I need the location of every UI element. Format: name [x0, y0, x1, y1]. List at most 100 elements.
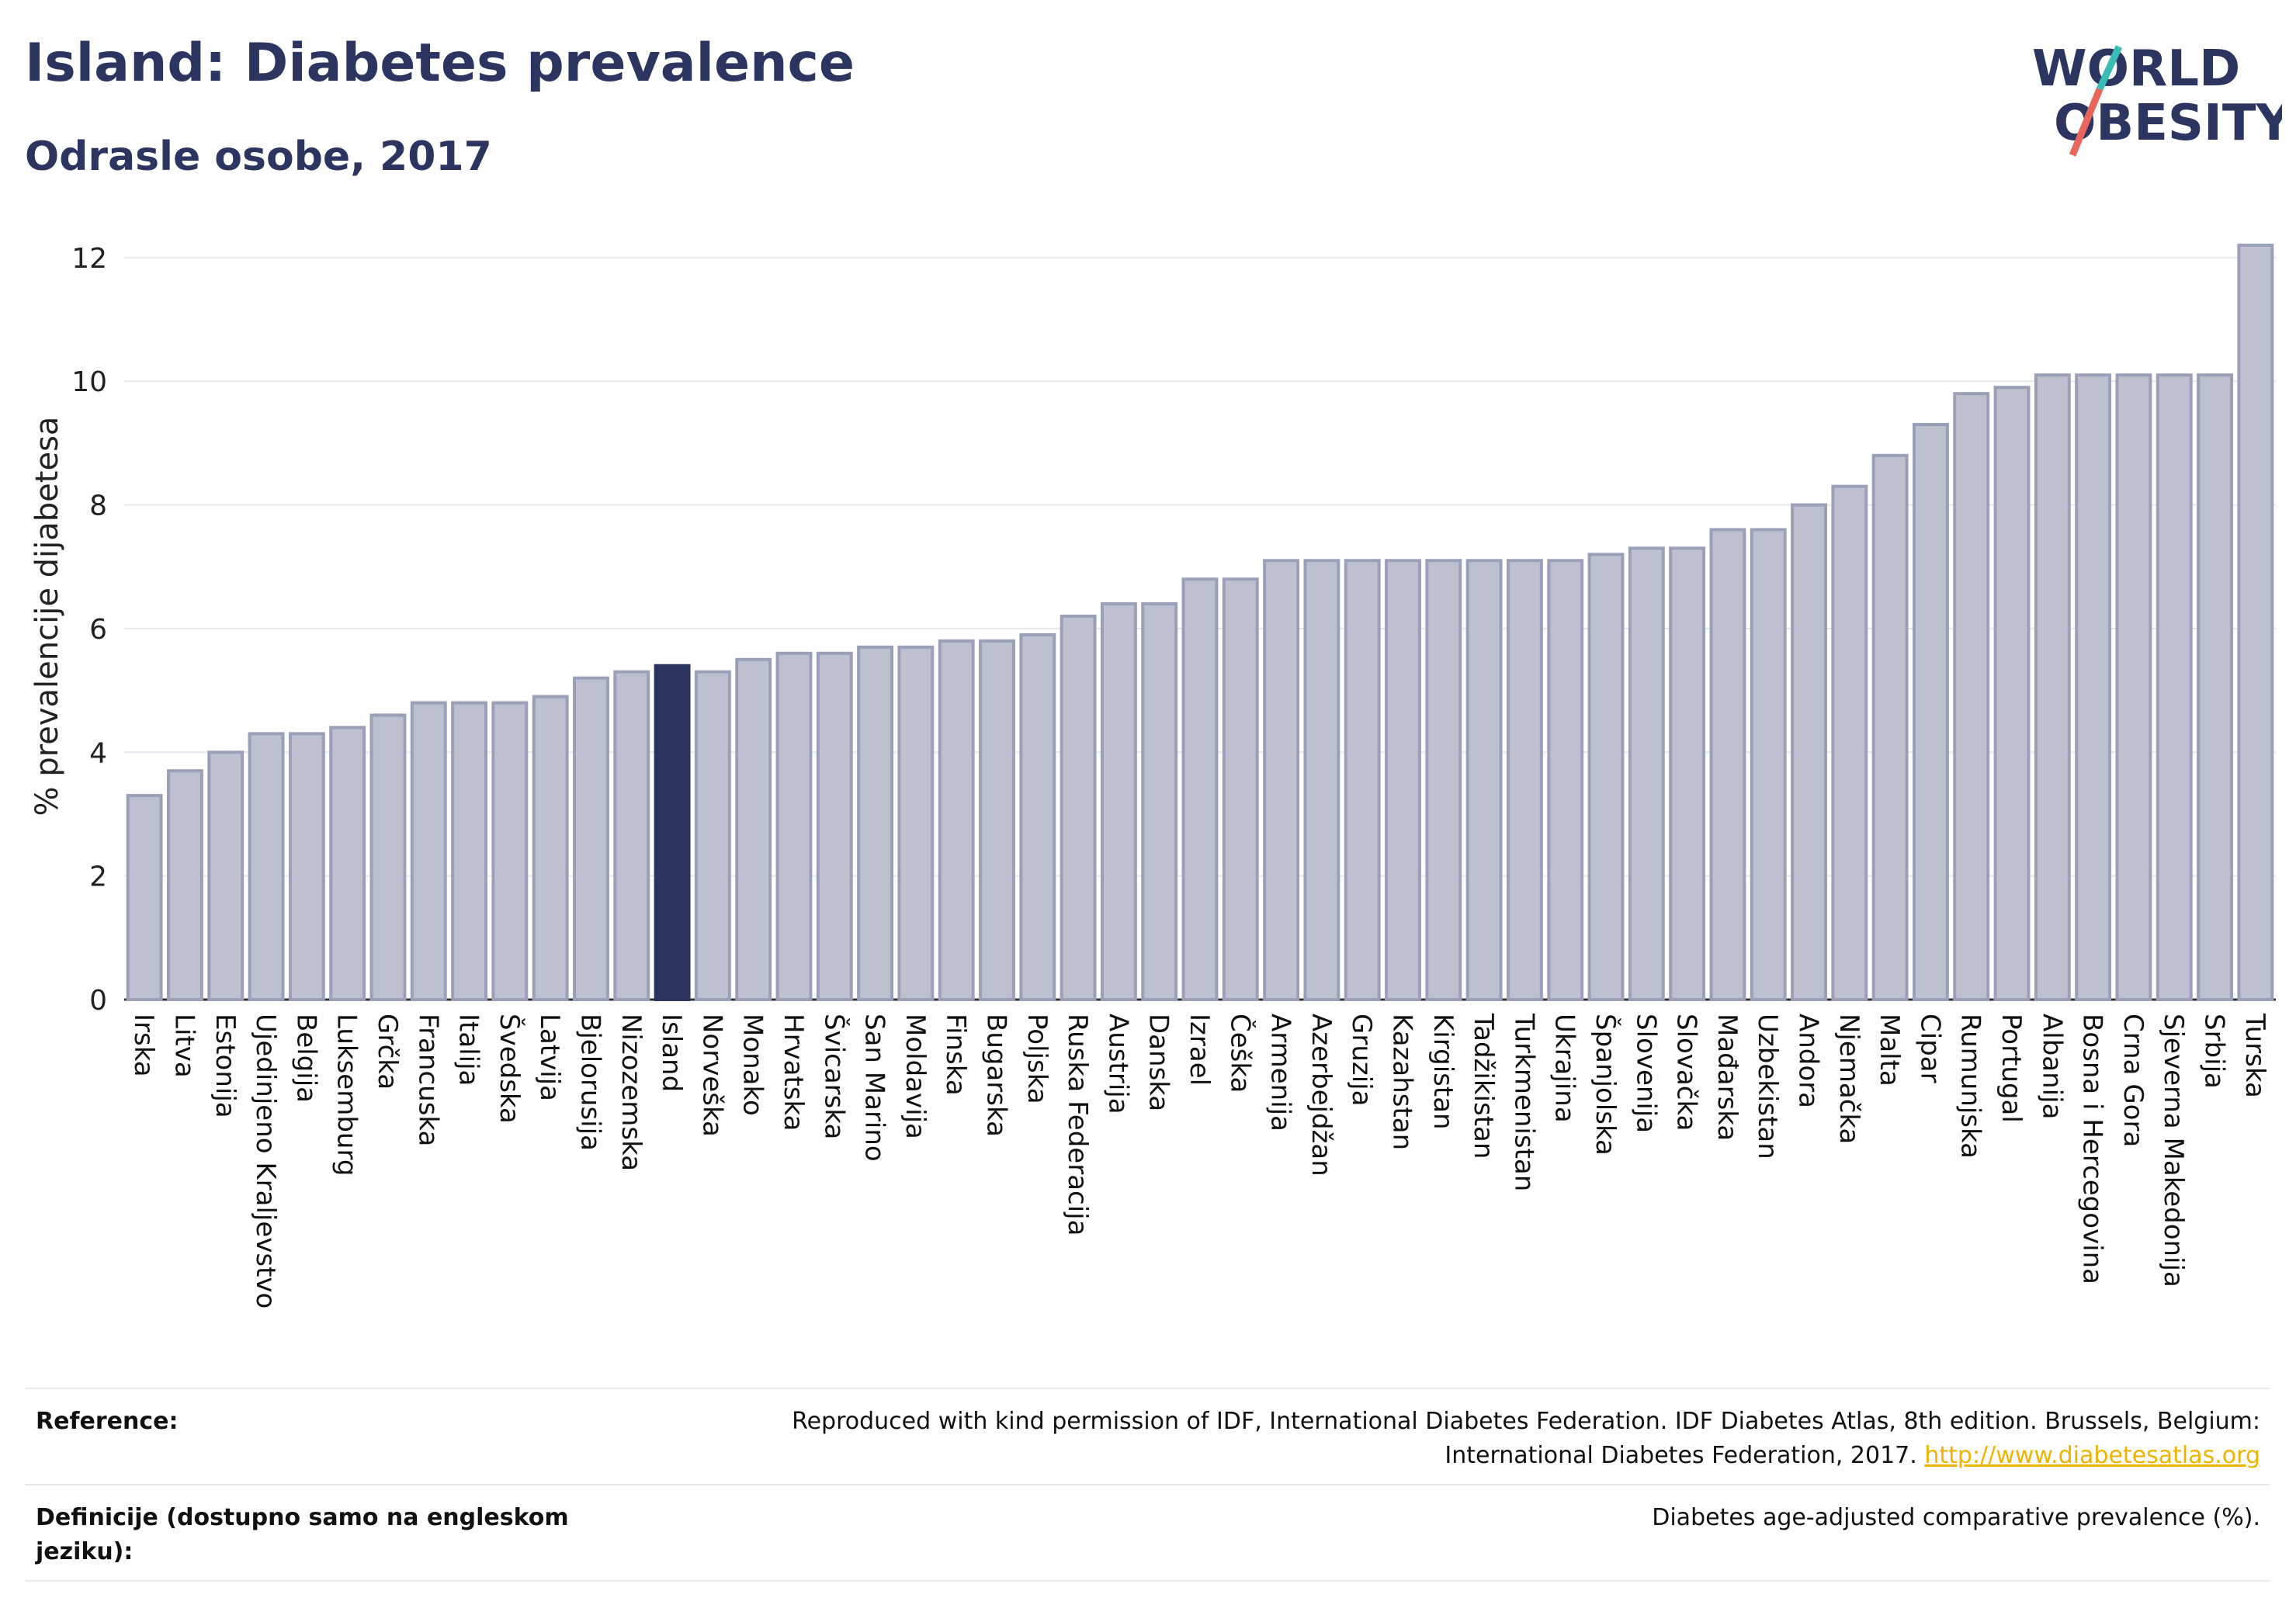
bar	[126, 794, 163, 1002]
bar	[248, 732, 285, 1001]
x-tick-label: Srbija	[2199, 1014, 2230, 1089]
bar	[1750, 528, 1787, 1001]
x-tick-label: Gruzija	[1346, 1014, 1377, 1106]
x-tick-label: Slovenija	[1630, 1014, 1661, 1133]
divider	[25, 1484, 2270, 1485]
bar	[654, 664, 691, 1001]
y-tick-label: 10	[71, 366, 107, 398]
x-tick-label: Finska	[940, 1014, 971, 1096]
y-tick-label: 2	[89, 861, 107, 893]
bar	[1141, 602, 1178, 1001]
bar	[573, 676, 609, 1001]
bar	[1506, 559, 1543, 1001]
x-tick-label: Grčka	[372, 1014, 403, 1090]
y-tick-label: 4	[89, 737, 107, 769]
x-tick-label: Crna Gora	[2117, 1014, 2149, 1147]
x-tick-label: Švedska	[494, 1014, 525, 1124]
bar	[1019, 633, 1056, 1001]
bar	[1791, 503, 1827, 1001]
bar	[694, 670, 731, 1001]
bar	[207, 750, 245, 1002]
x-tick-label: Cipar	[1914, 1014, 1945, 1083]
divider	[25, 1580, 2270, 1582]
logo-slash-top	[2096, 45, 2123, 91]
bar	[2237, 243, 2274, 1001]
x-tick-label: Hrvatska	[778, 1014, 809, 1131]
world-obesity-logo: WORLD OBESITY	[2032, 40, 2282, 157]
x-tick-label: Norveška	[696, 1014, 727, 1137]
y-axis-label: % prevalencije dijabetesa	[29, 417, 65, 816]
bar	[410, 701, 447, 1001]
x-tick-label: Belgija	[290, 1014, 321, 1103]
bar	[1993, 386, 2031, 1001]
bar	[979, 639, 1015, 1001]
bar	[1385, 559, 1421, 1001]
x-tick-label: Kazahstan	[1387, 1014, 1418, 1150]
x-tick-label: Latvija	[534, 1014, 565, 1101]
bar	[775, 651, 813, 1001]
bar	[451, 701, 488, 1001]
bar	[1628, 546, 1665, 1001]
x-tick-label: Kirgistan	[1427, 1014, 1458, 1130]
definition-label: Definicije (dostupno samo na engleskom j…	[36, 1504, 569, 1565]
x-tick-label: Slovačka	[1671, 1014, 1702, 1131]
bar	[857, 645, 894, 1001]
bar	[1547, 559, 1584, 1001]
x-tick-label: Bjelorusija	[574, 1014, 605, 1151]
x-tick-label: Austrija	[1102, 1014, 1133, 1114]
reference-text: Reproduced with kind permission of IDF, …	[708, 1405, 2260, 1473]
bar	[369, 713, 407, 1002]
bar	[816, 651, 853, 1001]
definition-text: Diabetes age-adjusted comparative preval…	[1652, 1504, 2260, 1531]
x-tick-label: Izrael	[1184, 1014, 1215, 1086]
x-tick-label: Ukrajina	[1549, 1014, 1580, 1123]
y-tick-label: 8	[89, 490, 107, 522]
x-tick-label: Poljska	[1021, 1014, 1053, 1104]
x-tick-label: Ruska Federacija	[1062, 1014, 1093, 1236]
x-tick-label: Italija	[453, 1014, 484, 1086]
x-tick-label: Njemačka	[1833, 1014, 1864, 1144]
logo-line1: WORLD	[2032, 40, 2240, 98]
bar	[2156, 373, 2193, 1001]
logo-slash-bottom	[2069, 88, 2104, 157]
bar	[532, 695, 569, 1001]
bar	[1344, 559, 1381, 1001]
x-tick-label: Portugal	[1996, 1014, 2027, 1123]
bar	[2034, 373, 2071, 1001]
x-tick-label: Švicarska	[818, 1014, 850, 1139]
x-tick-label: Rumunjska	[1955, 1014, 1986, 1159]
x-tick-label: Monako	[737, 1014, 768, 1116]
bar	[938, 639, 975, 1001]
bar	[613, 670, 650, 1001]
bar	[491, 701, 529, 1001]
bar	[1060, 615, 1097, 1001]
x-tick-label: Irska	[128, 1014, 159, 1077]
bar	[1831, 484, 1868, 1001]
bar	[2075, 373, 2112, 1001]
bar	[288, 732, 325, 1001]
bar	[1953, 392, 1990, 1001]
x-tick-label: Malta	[1874, 1014, 1905, 1087]
bar	[1669, 546, 1706, 1001]
x-tick-label: Andora	[1793, 1014, 1824, 1108]
x-tick-label: Danska	[1143, 1014, 1174, 1111]
x-tick-label: Turska	[2239, 1013, 2270, 1098]
bar	[1709, 528, 1746, 1001]
bar-chart: 0 2 4 6 8 10 12 % prevalencije dijabetesa Irska L…	[29, 243, 2276, 1308]
bar	[1303, 559, 1340, 1001]
bar	[2197, 373, 2233, 1001]
x-tick-label: Bosna i Hercegovina	[2077, 1014, 2108, 1284]
bar	[1263, 559, 1300, 1001]
x-tick-label: Moldavija	[900, 1014, 931, 1139]
x-tick-label: Armenija	[1265, 1014, 1296, 1132]
x-tick-label: Mađarska	[1712, 1014, 1743, 1141]
bar	[329, 726, 366, 1002]
bar	[1100, 602, 1137, 1001]
reference-link[interactable]: http://www.diabetesatlas.org	[1924, 1442, 2260, 1469]
x-tick-label: Azerbejdžan	[1306, 1014, 1337, 1177]
reference-label: Reference:	[36, 1408, 179, 1435]
bar	[1222, 577, 1259, 1001]
chart-subtitle: Odrasle osobe, 2017	[25, 133, 492, 180]
x-tick-label: Nizozemska	[616, 1014, 647, 1171]
divider	[25, 1388, 2270, 1389]
